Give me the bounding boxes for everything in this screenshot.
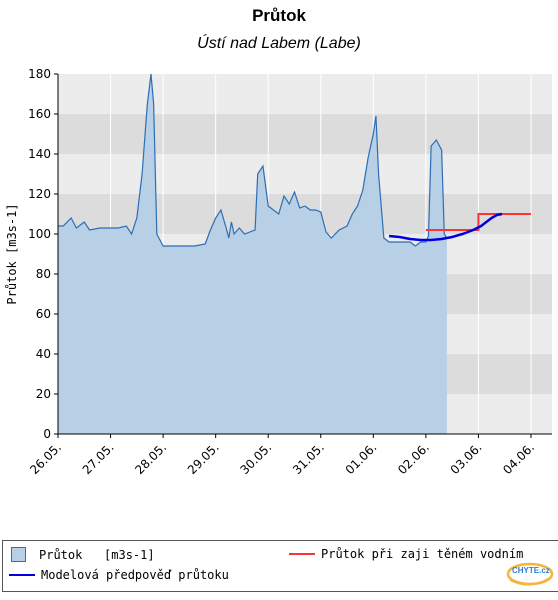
y-tick-label: 20 bbox=[36, 387, 51, 401]
legend-label-secured: Průtok při zaji těném vodním bbox=[321, 547, 524, 561]
grid-band bbox=[58, 114, 552, 154]
series-line-secured bbox=[425, 213, 531, 231]
y-tick-label: 180 bbox=[28, 67, 51, 81]
legend-item-forecast: Modelová předpověď průtoku bbox=[9, 568, 229, 582]
chart-subtitle: Ústí nad Labem (Labe) bbox=[197, 35, 361, 52]
legend-label-forecast: Modelová předpověď průtoku bbox=[41, 568, 229, 582]
y-axis-label: Průtok [m3s-1] bbox=[5, 203, 19, 304]
x-tick-label: 02.06. bbox=[395, 440, 432, 477]
series-line-observed bbox=[58, 73, 448, 247]
legend-label-observed: Průtok [m3s-1] bbox=[39, 547, 155, 562]
y-tick-label: 60 bbox=[36, 307, 51, 321]
flow-chart: 0 20 40 60 80 100 120 140 160 180 26.05. 27.05. 28.0… bbox=[5, 67, 552, 477]
y-tick-label: 160 bbox=[28, 107, 51, 121]
legend-swatch-observed bbox=[11, 547, 26, 562]
series-area-observed bbox=[58, 74, 447, 434]
legend-swatch-forecast bbox=[9, 574, 35, 576]
y-tick-label: 100 bbox=[28, 227, 51, 241]
y-tick-label: 40 bbox=[36, 347, 51, 361]
y-tick-label: 120 bbox=[28, 187, 51, 201]
y-tick-label: 0 bbox=[43, 427, 51, 441]
series-line-forecast bbox=[388, 212, 503, 242]
y-tick-label: 140 bbox=[28, 147, 51, 161]
legend-swatch-secured bbox=[289, 553, 315, 555]
x-tick-label: 01.06. bbox=[343, 440, 380, 477]
y-tick-label: 80 bbox=[36, 267, 51, 281]
x-tick-label: 31.05. bbox=[290, 440, 327, 477]
legend-item-observed: Průtok [m3s-1] bbox=[11, 547, 155, 562]
grid-band bbox=[58, 154, 552, 194]
x-tick-label: 29.05. bbox=[185, 440, 222, 477]
logo-text: CHYTE.cz bbox=[512, 566, 550, 575]
x-tick-label: 28.05. bbox=[132, 440, 169, 477]
x-tick-label: 04.06. bbox=[500, 440, 537, 477]
chart-legend: Průtok [m3s-1] Průtok při zaji těném vod… bbox=[2, 540, 558, 592]
x-tick-label: 27.05. bbox=[80, 440, 117, 477]
x-tick-label: 26.05. bbox=[27, 440, 64, 477]
chyte-logo: CHYTE.cz bbox=[506, 562, 554, 586]
x-tick-label: 30.05. bbox=[237, 440, 274, 477]
x-tick-label: 03.06. bbox=[448, 440, 485, 477]
grid-band bbox=[58, 74, 552, 114]
chart-title: Průtok bbox=[252, 6, 306, 25]
legend-item-secured: Průtok při zaji těném vodním bbox=[289, 547, 523, 561]
